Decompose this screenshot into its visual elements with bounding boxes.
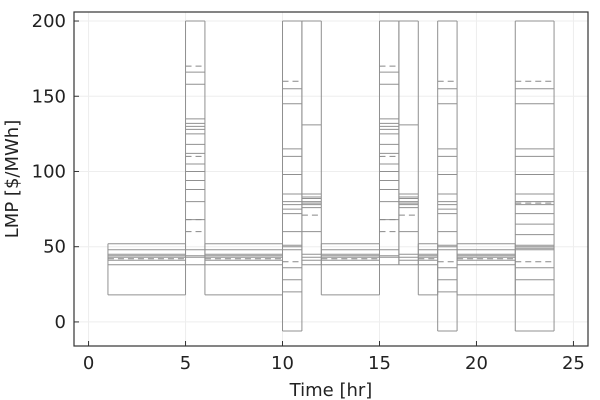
y-tick-label: 100 [32, 161, 66, 182]
y-tick-label: 50 [43, 237, 66, 258]
price-segment [320, 243, 380, 296]
price-segment [301, 20, 322, 266]
x-tick-label: 5 [180, 353, 191, 374]
price-segment [282, 20, 303, 332]
price-segment [417, 243, 439, 296]
price-segment [437, 20, 458, 332]
x-tick-label: 25 [562, 353, 585, 374]
y-tick-label: 150 [32, 86, 66, 107]
y-tick-label: 0 [55, 312, 66, 333]
x-axis-ticks: 0 5 10 15 20 25 [83, 341, 585, 374]
x-tick-label: 0 [83, 353, 94, 374]
x-axis-label: Time [hr] [289, 380, 373, 400]
price-segment [378, 20, 400, 266]
price-segment [456, 243, 516, 296]
price-segment [107, 243, 187, 296]
y-axis-ticks: 0 50 100 150 200 [32, 11, 79, 333]
grid-lines [74, 12, 588, 346]
x-tick-label: 20 [465, 353, 488, 374]
y-tick-label: 200 [32, 11, 66, 32]
price-segment [398, 20, 419, 266]
price-segment [514, 20, 555, 332]
price-segment [204, 243, 284, 296]
x-tick-label: 15 [368, 353, 391, 374]
plot-frame [73, 11, 589, 347]
price-segment [185, 20, 206, 266]
x-tick-label: 10 [271, 353, 294, 374]
y-axis-label: LMP [$/MWh] [2, 120, 23, 238]
series-lines [107, 20, 555, 332]
